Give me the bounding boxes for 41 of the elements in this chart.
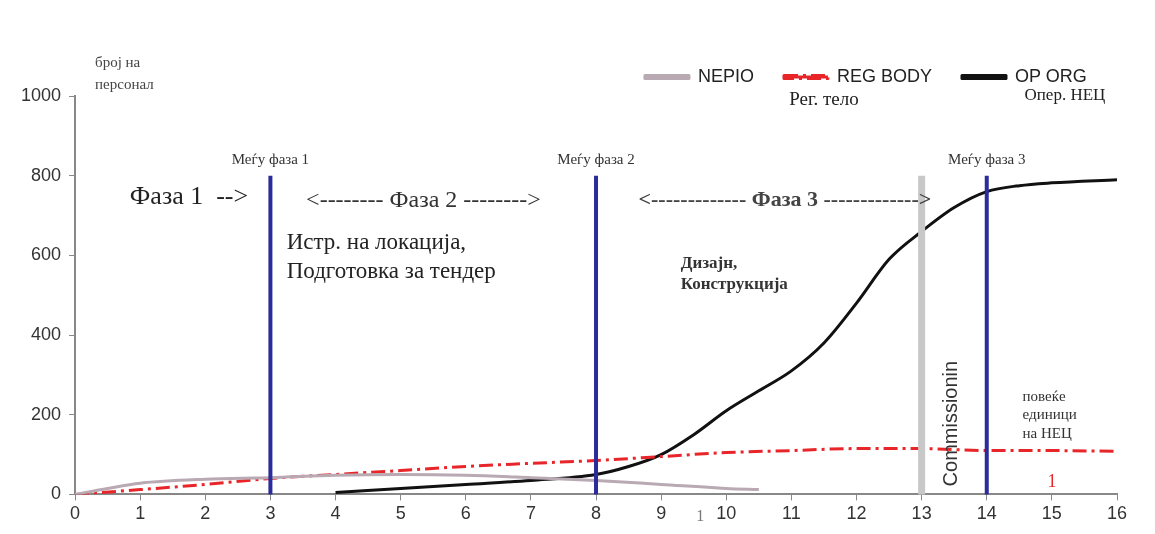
x-tick-label: 1 xyxy=(135,503,146,524)
x-tick-label: 14 xyxy=(976,503,997,524)
annotation: повеќе единици на НЕЦ xyxy=(1022,387,1077,442)
annotation: Истр. на локација, Подготовка за тендер xyxy=(286,229,496,284)
legend-label: REG BODY xyxy=(836,65,932,86)
y-tick-label: 1000 xyxy=(21,84,62,105)
x-tick-label: 13 xyxy=(911,503,932,524)
x-tick-label: 11 xyxy=(782,503,801,524)
ref-line-label: Меѓу фаза 1 xyxy=(231,151,310,168)
x-tick-label: 10 xyxy=(716,503,737,524)
annotation: Рег. тело xyxy=(789,87,859,109)
annotation: <-------- Фаза 2 --------> xyxy=(306,185,541,212)
x-tick-label: 15 xyxy=(1041,503,1062,524)
y-tick-label: 400 xyxy=(31,324,62,345)
y-axis-title: број на персонал xyxy=(95,54,155,93)
x-tick-label: 7 xyxy=(525,503,536,524)
annotation: Фаза 1 --> xyxy=(129,181,249,211)
annotation: 1 xyxy=(1047,471,1057,492)
legend-label: NEPIO xyxy=(697,65,754,86)
annotation: Опер. НЕЦ xyxy=(1024,85,1106,105)
x-tick-label: 12 xyxy=(846,503,867,524)
y-tick-label: 800 xyxy=(31,164,62,185)
y-tick-label: 0 xyxy=(51,483,62,504)
legend-label: OP ORG xyxy=(1014,65,1087,86)
x-tick-label: 4 xyxy=(330,503,341,524)
x-tick-label: 0 xyxy=(70,503,81,524)
ref-line-label: Меѓу фаза 3 xyxy=(948,151,1026,168)
y-tick-label: 200 xyxy=(31,403,62,424)
x-tick-label: 5 xyxy=(395,503,406,524)
x-tick-label: 6 xyxy=(460,503,471,524)
ref-line-label: Commissionin xyxy=(939,360,962,487)
annotation: <------------- Фаза 3 -------------> xyxy=(638,186,932,212)
x-tick-label: 3 xyxy=(265,503,276,524)
x-tick-label: 9 xyxy=(656,503,667,524)
y-tick-label: 600 xyxy=(31,244,62,265)
x-tick-label: 8 xyxy=(591,503,602,524)
annotation: Дизајн, Конструкција xyxy=(680,252,789,293)
ref-line-label: Меѓу фаза 2 xyxy=(557,151,635,168)
x-tick-label: 2 xyxy=(200,503,211,524)
x-tick-label: 16 xyxy=(1106,503,1128,524)
line-series xyxy=(75,472,761,495)
